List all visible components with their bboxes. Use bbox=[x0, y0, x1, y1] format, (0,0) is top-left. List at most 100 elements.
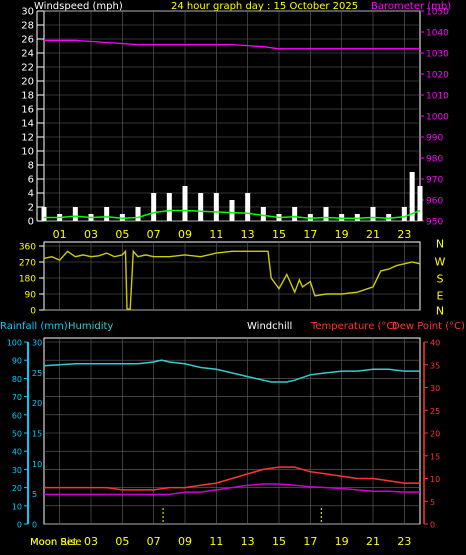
humidity-tick-label: 10 bbox=[12, 502, 22, 511]
hour-tick-label: 11 bbox=[209, 228, 223, 241]
hour-tick-label: 11 bbox=[209, 535, 223, 548]
dew-point-line bbox=[44, 483, 420, 496]
windspeed-tick-label: 28 bbox=[21, 21, 34, 32]
compass-label: S bbox=[437, 273, 444, 286]
temperature-tick-label: 30 bbox=[430, 384, 440, 393]
direction-degree-axis: 0 90 180 270 360 bbox=[19, 243, 44, 317]
windspeed-tick-label: 0 bbox=[28, 217, 34, 228]
windspeed-tick-label: 12 bbox=[21, 133, 34, 144]
rainfall-label: Rainfall (mm) bbox=[0, 321, 68, 332]
hour-tick-label: 23 bbox=[397, 535, 411, 548]
barometer-tick-label: 960 bbox=[426, 197, 443, 207]
hour-tick-label: 05 bbox=[115, 228, 129, 241]
humidity-tick-label: 20 bbox=[12, 484, 22, 493]
temperature-tick-label: 35 bbox=[430, 361, 440, 370]
graph-day-title: 24 hour graph day : 15 October 2025 bbox=[171, 1, 358, 12]
temperature-tick-label: 40 bbox=[430, 339, 440, 348]
direction-tick-label: 0 bbox=[30, 307, 36, 317]
windspeed-tick-label: 8 bbox=[28, 161, 34, 172]
hour-tick-label: 07 bbox=[147, 535, 161, 548]
hour-tick-label: 07 bbox=[147, 228, 161, 241]
compass-label: E bbox=[437, 290, 444, 303]
moon-set-label: Moon Set bbox=[30, 537, 77, 548]
temperature-tick-label: 20 bbox=[430, 430, 440, 439]
hour-tick-label: 17 bbox=[303, 228, 317, 241]
humidity-tick-label: 50 bbox=[12, 430, 22, 439]
barometer-tick-label: 1020 bbox=[426, 71, 449, 81]
temperature-tick-label: 0 bbox=[430, 521, 435, 530]
rainfall-tick-label: 10 bbox=[32, 460, 42, 469]
humidity-label: Humidity bbox=[68, 321, 113, 332]
barometer-line bbox=[44, 39, 420, 50]
temperature-tick-label: 5 bbox=[430, 498, 435, 507]
humidity-tick-label: 100 bbox=[7, 339, 22, 348]
barometer-tick-label: 950 bbox=[426, 218, 443, 228]
hour-tick-label: 03 bbox=[84, 535, 98, 548]
windspeed-label: Windspeed (mph) bbox=[34, 1, 123, 12]
rainfall-tick-label: 20 bbox=[32, 399, 42, 408]
temperature-line bbox=[44, 466, 420, 491]
windspeed-tick-label: 22 bbox=[21, 63, 34, 74]
hour-tick-label: 17 bbox=[303, 535, 317, 548]
direction-tick-label: 90 bbox=[25, 291, 37, 301]
hour-tick-label: 15 bbox=[272, 535, 286, 548]
temp-series bbox=[43, 359, 420, 524]
barometer-label: Barometer (mb) bbox=[371, 1, 451, 12]
direction-panel-frame bbox=[43, 241, 421, 311]
humidity-tick-label: 0 bbox=[17, 521, 22, 530]
barometer-tick-label: 1040 bbox=[426, 29, 449, 39]
rainfall-tick-label: 25 bbox=[32, 369, 42, 378]
hour-tick-label: 19 bbox=[335, 228, 349, 241]
hour-axis-bottom: 03 05 07 09 11 13 15 17 19 21 23 bbox=[84, 535, 411, 548]
rainfall-tick-label: 30 bbox=[32, 339, 42, 348]
temp-panel-grid bbox=[44, 338, 420, 525]
hour-tick-label: 05 bbox=[115, 535, 129, 548]
hour-tick-label: 09 bbox=[178, 228, 192, 241]
hour-tick-label: 15 bbox=[272, 228, 286, 241]
dew-point-label: Dew Point (°C) bbox=[392, 321, 465, 332]
rainfall-tick-label: 15 bbox=[32, 430, 42, 439]
barometer-tick-label: 1000 bbox=[426, 113, 449, 123]
hour-tick-label: 21 bbox=[366, 535, 380, 548]
windchill-label: Windchill bbox=[247, 321, 292, 332]
wind-series bbox=[41, 39, 423, 221]
hour-tick-label: 19 bbox=[335, 535, 349, 548]
windspeed-tick-label: 2 bbox=[28, 203, 34, 214]
humidity-outer-axis: 0 10 20 30 40 50 60 70 80 90 100 bbox=[7, 339, 29, 530]
temperature-axis: 0 5 10 15 20 25 30 35 40 bbox=[423, 339, 440, 530]
windspeed-tick-label: 30 bbox=[21, 7, 34, 18]
rainfall-tick-label: 5 bbox=[32, 490, 37, 499]
barometer-axis: 950 960 970 980 990 1000 1010 1020 1030 1040 1050 bbox=[420, 8, 449, 228]
barometer-tick-label: 980 bbox=[426, 155, 443, 165]
hour-tick-label: 13 bbox=[241, 228, 255, 241]
windspeed-tick-label: 16 bbox=[21, 105, 34, 116]
average-wind-line bbox=[44, 209, 421, 219]
direction-panel-grid bbox=[44, 242, 420, 311]
hour-tick-label: 13 bbox=[241, 535, 255, 548]
humidity-tick-label: 30 bbox=[12, 466, 22, 475]
humidity-tick-label: 60 bbox=[12, 411, 22, 420]
temperature-label: Temperature (°C) bbox=[310, 321, 397, 332]
windspeed-tick-label: 10 bbox=[21, 147, 34, 158]
windspeed-tick-label: 26 bbox=[21, 35, 34, 46]
humidity-line bbox=[43, 359, 420, 383]
wind-direction-line bbox=[43, 249, 421, 310]
hour-tick-label: 09 bbox=[178, 535, 192, 548]
direction-tick-label: 270 bbox=[19, 259, 36, 269]
hour-tick-label: 21 bbox=[366, 228, 380, 241]
barometer-tick-label: 1030 bbox=[426, 50, 449, 60]
humidity-tick-label: 40 bbox=[12, 448, 22, 457]
hour-tick-label: 01 bbox=[53, 228, 67, 241]
barometer-tick-label: 970 bbox=[426, 176, 443, 186]
compass-label: W bbox=[435, 256, 446, 269]
compass-label: N bbox=[436, 238, 444, 251]
direction-tick-label: 180 bbox=[19, 275, 36, 285]
hour-tick-label: 03 bbox=[84, 228, 98, 241]
temperature-tick-label: 25 bbox=[430, 407, 440, 416]
hour-tick-label: 23 bbox=[397, 228, 411, 241]
